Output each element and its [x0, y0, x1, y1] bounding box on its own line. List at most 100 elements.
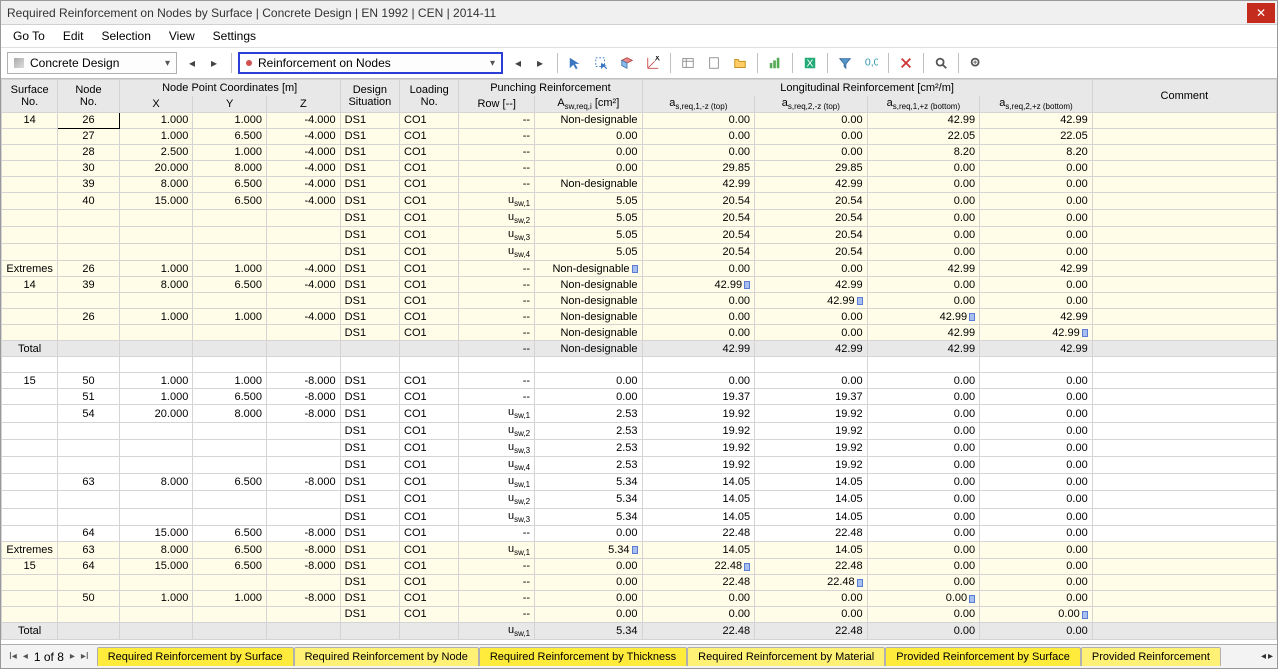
cell-node[interactable]: 64	[58, 558, 119, 574]
cell-row[interactable]: usw,3	[459, 508, 535, 525]
cell-loading[interactable]: CO1	[400, 558, 459, 574]
cell-asw[interactable]: 0.00	[535, 574, 642, 590]
cell-z[interactable]	[267, 357, 341, 373]
cell-surface[interactable]	[2, 590, 58, 606]
cell-a1[interactable]: 19.92	[642, 439, 755, 456]
cell-a1[interactable]: 20.54	[642, 192, 755, 209]
cell-a1[interactable]: 22.48	[642, 574, 755, 590]
search-icon[interactable]	[930, 52, 952, 74]
cell-a1[interactable]	[642, 357, 755, 373]
cell-a4[interactable]: 0.00	[980, 389, 1093, 405]
cell-node[interactable]: 30	[58, 160, 119, 176]
cell-x[interactable]: 2.500	[119, 144, 193, 160]
cell-a2[interactable]: 20.54	[755, 192, 868, 209]
cell-a2[interactable]: 0.00	[755, 325, 868, 341]
cell-asw[interactable]: 0.00	[535, 558, 642, 574]
cell-loading[interactable]: CO1	[400, 457, 459, 474]
cell-surface[interactable]	[2, 357, 58, 373]
cell-x[interactable]: 15.000	[119, 558, 193, 574]
cell-comment[interactable]	[1092, 325, 1276, 341]
cell-y[interactable]: 1.000	[193, 309, 267, 325]
cell-y[interactable]: 6.500	[193, 128, 267, 144]
cell-asw[interactable]: 0.00	[535, 389, 642, 405]
col-asw[interactable]: Asw,req,i [cm²]	[535, 96, 642, 113]
cell-loading[interactable]: CO1	[400, 389, 459, 405]
cell-surface[interactable]: 15	[2, 558, 58, 574]
page-icon[interactable]	[703, 52, 725, 74]
axes-icon[interactable]: xyz	[642, 52, 664, 74]
cell-row[interactable]: --	[459, 261, 535, 277]
cell-asw[interactable]: 5.34	[535, 541, 642, 558]
cell-asw[interactable]: 0.00	[535, 373, 642, 389]
cell-z[interactable]	[267, 293, 341, 309]
cell-asw[interactable]: Non-designable	[535, 341, 642, 357]
table-row[interactable]: DS1CO1usw,32.5319.9219.920.000.00	[2, 439, 1277, 456]
cell-a3[interactable]: 0.00	[867, 176, 980, 192]
col-surface[interactable]: SurfaceNo.	[2, 80, 58, 113]
cell-surface[interactable]	[2, 508, 58, 525]
cell-a4[interactable]: 0.00	[980, 508, 1093, 525]
cell-node[interactable]: 27	[58, 128, 119, 144]
cell-a2[interactable]: 19.92	[755, 439, 868, 456]
cell-y[interactable]	[193, 508, 267, 525]
cell-a4[interactable]: 0.00	[980, 422, 1093, 439]
cell-z[interactable]	[267, 622, 341, 639]
cell-a2[interactable]: 0.00	[755, 373, 868, 389]
cell-comment[interactable]	[1092, 405, 1276, 422]
cell-a2[interactable]: 42.99	[755, 277, 868, 293]
cell-x[interactable]	[119, 491, 193, 508]
cell-node[interactable]: 40	[58, 192, 119, 209]
cell-a3[interactable]: 42.99	[867, 341, 980, 357]
table-row[interactable]: 261.0001.000-4.000DS1CO1--Non-designable…	[2, 309, 1277, 325]
cell-x[interactable]	[119, 341, 193, 357]
cell-node[interactable]	[58, 357, 119, 373]
cell-a2[interactable]: 19.92	[755, 405, 868, 422]
cell-a3[interactable]: 0.00	[867, 209, 980, 226]
cell-asw[interactable]: Non-designable	[535, 277, 642, 293]
cell-loading[interactable]: CO1	[400, 590, 459, 606]
cell-ds[interactable]: DS1	[340, 457, 399, 474]
cell-a4[interactable]: 22.05	[980, 128, 1093, 144]
cell-a3[interactable]: 0.00	[867, 405, 980, 422]
cell-surface[interactable]	[2, 439, 58, 456]
table-icon[interactable]	[677, 52, 699, 74]
cell-node[interactable]: 50	[58, 373, 119, 389]
cell-a4[interactable]: 0.00	[980, 192, 1093, 209]
cell-asw[interactable]: 5.34	[535, 622, 642, 639]
cell-node[interactable]: 51	[58, 389, 119, 405]
cell-a1[interactable]: 20.54	[642, 227, 755, 244]
cell-ds[interactable]: DS1	[340, 128, 399, 144]
cell-node[interactable]	[58, 508, 119, 525]
cell-row[interactable]: usw,2	[459, 491, 535, 508]
cell-comment[interactable]	[1092, 558, 1276, 574]
col-loading[interactable]: LoadingNo.	[400, 80, 459, 113]
cell-ds[interactable]: DS1	[340, 209, 399, 226]
cell-a3[interactable]: 0.00	[867, 622, 980, 639]
nav-prev-button[interactable]: ◂	[181, 52, 203, 74]
table-row[interactable]	[2, 357, 1277, 373]
cell-a1[interactable]: 19.37	[642, 389, 755, 405]
table-row[interactable]: DS1CO1usw,35.0520.5420.540.000.00	[2, 227, 1277, 244]
cell-surface[interactable]	[2, 491, 58, 508]
cell-ds[interactable]: DS1	[340, 293, 399, 309]
cell-a1[interactable]: 14.05	[642, 491, 755, 508]
cell-z[interactable]	[267, 439, 341, 456]
cell-row[interactable]: usw,1	[459, 405, 535, 422]
cell-a2[interactable]: 0.00	[755, 112, 868, 128]
tab-required-reinforcement-by-thickness[interactable]: Required Reinforcement by Thickness	[479, 647, 687, 666]
cell-ds[interactable]: DS1	[340, 160, 399, 176]
cell-a1[interactable]: 14.05	[642, 508, 755, 525]
design-combo[interactable]: Concrete Design ▾	[7, 52, 177, 74]
cell-y[interactable]: 6.500	[193, 474, 267, 491]
cell-row[interactable]: usw,2	[459, 209, 535, 226]
cell-node[interactable]: 50	[58, 590, 119, 606]
cell-x[interactable]: 1.000	[119, 128, 193, 144]
cell-row[interactable]: --	[459, 277, 535, 293]
cell-loading[interactable]: CO1	[400, 209, 459, 226]
cell-asw[interactable]: 0.00	[535, 128, 642, 144]
cell-y[interactable]	[193, 227, 267, 244]
cell-asw[interactable]: Non-designable	[535, 293, 642, 309]
cell-a3[interactable]: 42.99	[867, 112, 980, 128]
cell-z[interactable]: -8.000	[267, 373, 341, 389]
cell-asw[interactable]: 2.53	[535, 457, 642, 474]
